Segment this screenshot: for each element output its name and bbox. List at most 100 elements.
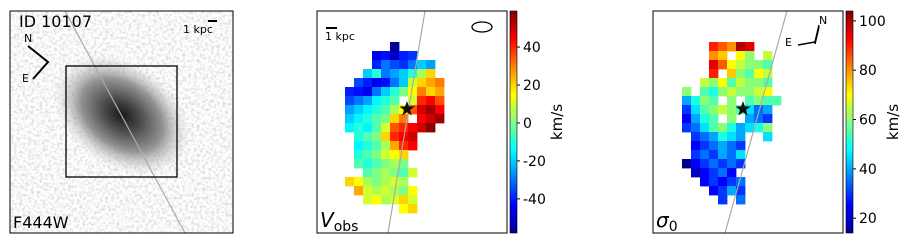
pixel [372, 168, 382, 178]
pixel [381, 60, 391, 70]
pixel [745, 78, 755, 88]
pixel [691, 123, 701, 133]
center-star [735, 101, 751, 116]
pixel [408, 105, 418, 115]
pixel [700, 87, 710, 97]
pixel [718, 195, 728, 205]
pixel [372, 69, 382, 79]
pixel [399, 78, 409, 88]
pixel [381, 186, 391, 196]
pixel [363, 78, 373, 88]
pixel [417, 123, 427, 133]
compass-east: E [22, 72, 29, 85]
pixel [709, 132, 719, 142]
pixel [709, 177, 719, 187]
pixel [700, 105, 710, 115]
pixel [390, 177, 400, 187]
pixel [745, 51, 755, 61]
pixel [426, 114, 436, 124]
pixel [372, 87, 382, 97]
pixel [363, 195, 373, 205]
pixel [372, 195, 382, 205]
pixel [390, 51, 400, 61]
pixel [745, 42, 755, 52]
pixel [399, 204, 409, 214]
pixel [718, 177, 728, 187]
pixel [390, 168, 400, 178]
pixel [718, 42, 728, 52]
pixel [763, 51, 773, 61]
compass [797, 24, 820, 46]
pixel [763, 132, 773, 142]
colorbar-tick-label: 40 [523, 40, 541, 56]
pixel [736, 60, 746, 70]
map-label: Vobs [320, 208, 358, 235]
pixel [390, 114, 400, 124]
pixel [408, 96, 418, 106]
pixel [745, 105, 755, 115]
pixel [372, 132, 382, 142]
slit-line [387, 10, 426, 234]
pixel [354, 186, 364, 196]
pixel [754, 87, 764, 97]
pixel [372, 123, 382, 133]
pixel [736, 78, 746, 88]
pixel [745, 96, 755, 106]
pixel [718, 105, 728, 115]
pixel [727, 96, 737, 106]
pixel [372, 78, 382, 88]
pixel [372, 159, 382, 169]
pixel [718, 60, 728, 70]
pixel [718, 132, 728, 142]
pixel [718, 78, 728, 88]
pixel [354, 141, 364, 151]
pixel [745, 60, 755, 70]
pixel [372, 96, 382, 106]
pixel [426, 78, 436, 88]
pixel [363, 177, 373, 187]
pixel [727, 105, 737, 115]
pixel [727, 141, 737, 151]
pixel [399, 177, 409, 187]
pixel [700, 132, 710, 142]
pixel [354, 177, 364, 187]
pixel [354, 105, 364, 115]
pixel [363, 132, 373, 142]
pixel [345, 87, 355, 97]
pixel [399, 114, 409, 124]
pixel [763, 114, 773, 124]
pixel [763, 123, 773, 133]
pixel [727, 177, 737, 187]
pixel [399, 51, 409, 61]
pixel [727, 168, 737, 178]
pixel [736, 42, 746, 52]
pixel [354, 132, 364, 142]
pixel [745, 123, 755, 133]
pixel [745, 87, 755, 97]
pixel [709, 168, 719, 178]
pixel [682, 105, 692, 115]
pixel [736, 195, 746, 205]
pixel [417, 114, 427, 124]
pixel [426, 87, 436, 97]
pixel [435, 114, 445, 124]
pixel [399, 69, 409, 79]
pixel [709, 159, 719, 169]
pixel [363, 123, 373, 133]
pixel [435, 96, 445, 106]
pixel [700, 159, 710, 169]
pixel [727, 150, 737, 160]
pixel [363, 69, 373, 79]
pixel [718, 87, 728, 97]
pixel [354, 87, 364, 97]
pixel [381, 141, 391, 151]
pixel [381, 159, 391, 169]
pixel [354, 123, 364, 133]
heatmap [345, 42, 445, 214]
pixel [390, 69, 400, 79]
heatmap [682, 42, 782, 205]
scale-label: 1 kpc [325, 30, 355, 43]
pixel [691, 132, 701, 142]
pixel [426, 60, 436, 70]
pixel [390, 132, 400, 142]
